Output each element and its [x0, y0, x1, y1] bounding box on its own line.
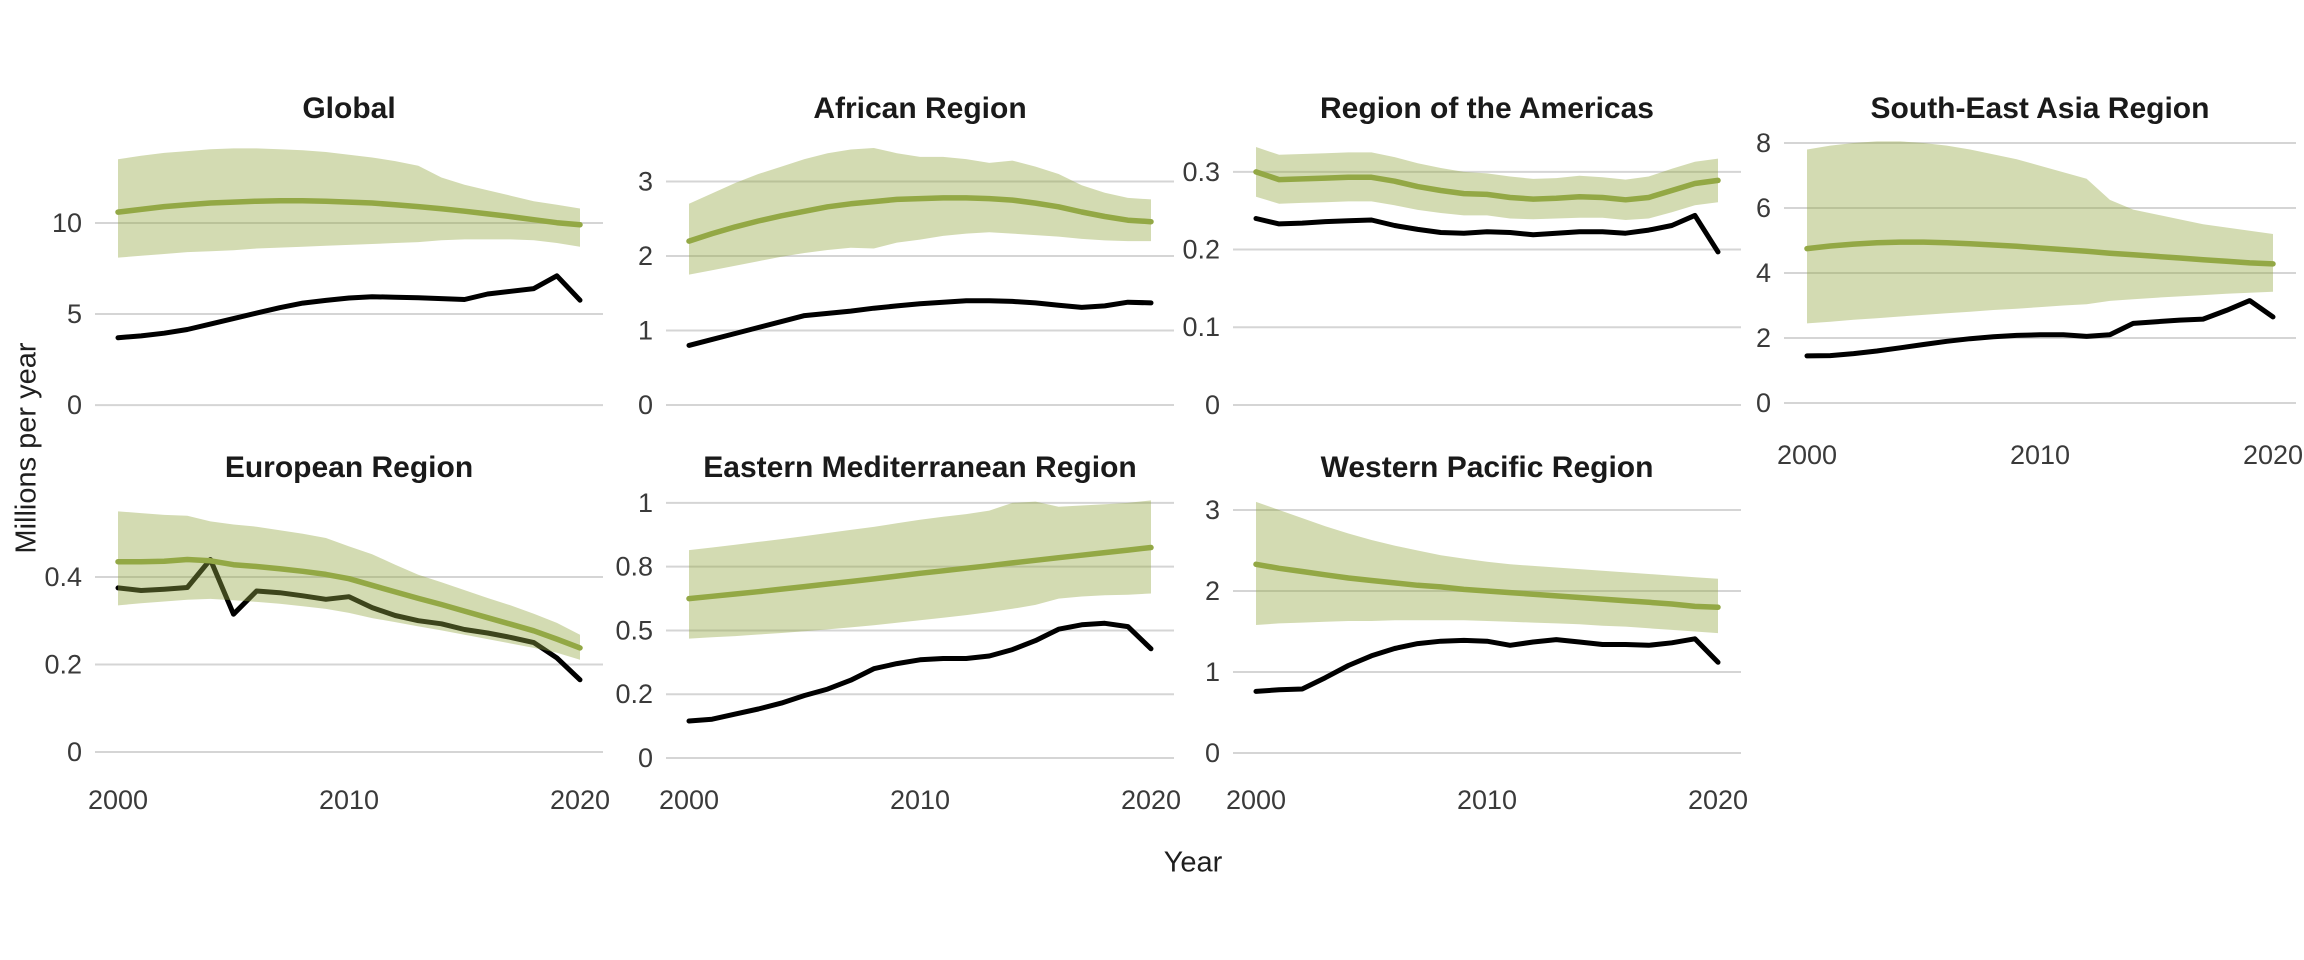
y-tick-label: 0 [1205, 738, 1220, 768]
y-tick-label: 0.5 [615, 615, 653, 645]
y-tick-label: 3 [1205, 495, 1220, 525]
x-tick-label: 2000 [1226, 785, 1286, 815]
facet-title: Eastern Mediterranean Region [703, 451, 1136, 484]
facet-title: Western Pacific Region [1321, 451, 1654, 484]
y-tick-label: 0 [67, 737, 82, 767]
y-tick-label: 0.4 [44, 562, 82, 592]
x-tick-label: 2000 [88, 785, 148, 815]
x-tick-label: 2000 [1777, 440, 1837, 470]
black-line [1804, 298, 2276, 359]
green-line [115, 198, 583, 228]
confidence-band [118, 511, 580, 660]
facet-title: Global [302, 92, 395, 125]
x-tick-label: 2000 [659, 785, 719, 815]
facet-european-region: 0 0.2 0.4 European Region 2000 2010 2020 [44, 451, 610, 815]
y-tick-label: 0.1 [1182, 312, 1220, 342]
facet-global: 0 5 10 Global [52, 92, 603, 420]
confidence-band [1256, 147, 1718, 220]
y-tick-label: 8 [1756, 128, 1771, 158]
y-tick-label: 0 [1756, 388, 1771, 418]
confidence-band [1807, 141, 2273, 324]
y-tick-label: 0.8 [615, 552, 653, 582]
black-line [115, 557, 583, 683]
y-tick-label: 0.2 [1182, 234, 1220, 264]
x-tick-label: 2010 [319, 785, 379, 815]
x-tick-label: 2010 [1457, 785, 1517, 815]
confidence-band [689, 148, 1151, 275]
black-line [686, 620, 1154, 724]
y-tick-label: 0.2 [615, 679, 653, 709]
green-line [115, 556, 583, 651]
facet-title: South-East Asia Region [1871, 92, 2210, 125]
x-tick-label: 2010 [890, 785, 950, 815]
facet-eastern-mediterranean-region: 0 0.2 0.5 0.8 1 Eastern Mediterranean Region 2… [615, 451, 1181, 815]
y-tick-label: 5 [67, 299, 82, 329]
y-tick-label: 0 [638, 743, 653, 773]
y-tick-label: 0.2 [44, 649, 82, 679]
facet-title: African Region [813, 92, 1026, 125]
black-line [115, 273, 583, 341]
black-line [1253, 636, 1721, 694]
y-tick-label: 0 [1205, 390, 1220, 420]
y-axis-title: Millions per year [10, 342, 43, 554]
black-line [1253, 212, 1721, 255]
x-tick-label: 2020 [1688, 785, 1748, 815]
facet-title: Region of the Americas [1320, 92, 1654, 125]
x-tick-label: 2020 [550, 785, 610, 815]
green-line [686, 195, 1154, 244]
x-tick-label: 2020 [1121, 785, 1181, 815]
facet-region-of-the-americas: 0 0.1 0.2 0.3 Region of the Americas [1182, 92, 1741, 420]
x-axis-title: Year [1163, 846, 1223, 879]
y-tick-label: 0.3 [1182, 157, 1220, 187]
green-line [1253, 561, 1721, 610]
green-line [686, 544, 1154, 602]
y-tick-label: 0 [67, 390, 82, 420]
y-tick-label: 10 [52, 208, 82, 238]
y-tick-label: 3 [638, 166, 653, 196]
y-tick-label: 4 [1756, 258, 1771, 288]
green-line [1253, 169, 1721, 203]
facet-south-east-asia-region: 0 2 4 6 8 South-East Asia Region 2000 2010 2020 [1756, 92, 2303, 470]
y-tick-label: 2 [1756, 323, 1771, 353]
facet-title: European Region [225, 451, 473, 484]
confidence-band [1256, 501, 1718, 634]
x-tick-label: 2020 [2243, 440, 2303, 470]
black-line [686, 298, 1154, 348]
y-tick-label: 6 [1756, 193, 1771, 223]
y-tick-label: 1 [638, 488, 653, 518]
y-tick-label: 2 [1205, 576, 1220, 606]
y-tick-label: 1 [1205, 657, 1220, 687]
x-tick-label: 2010 [2010, 440, 2070, 470]
y-tick-label: 1 [638, 315, 653, 345]
confidence-band [689, 500, 1151, 639]
y-tick-label: 2 [638, 241, 653, 271]
facet-western-pacific-region: 0 1 2 3 Western Pacific Region 2000 2010 2020 [1205, 451, 1748, 815]
facet-african-region: 0 1 2 3 African Region [638, 92, 1174, 420]
y-tick-label: 0 [638, 390, 653, 420]
green-line [1804, 239, 2276, 267]
